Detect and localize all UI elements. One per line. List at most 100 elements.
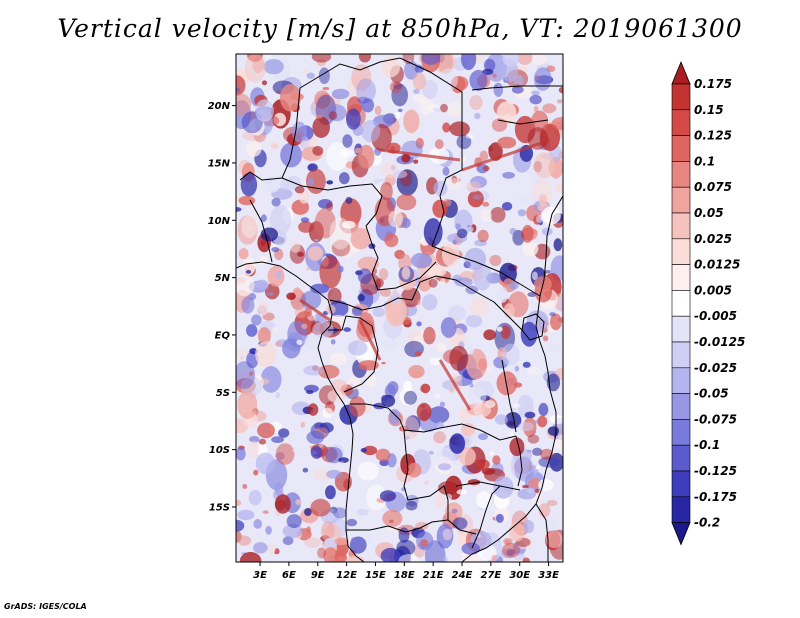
field-blob — [330, 352, 347, 365]
field-blob — [531, 90, 541, 96]
field-blob — [269, 544, 276, 553]
field-blob — [442, 166, 450, 176]
field-blob — [357, 461, 379, 481]
field-blob — [337, 265, 344, 273]
colorbar-label: -0.175 — [694, 490, 737, 504]
field-blob — [538, 479, 554, 491]
border-16 — [455, 481, 521, 491]
colorbar-bottom-arrow — [671, 522, 691, 546]
field-blob — [306, 526, 311, 533]
field-blob — [501, 343, 520, 366]
border-11 — [350, 403, 517, 441]
colorbar-label: 0.05 — [694, 206, 724, 220]
field-blob — [326, 469, 342, 479]
field-blob — [456, 178, 462, 183]
field-blob — [533, 67, 552, 91]
field-blob — [558, 86, 563, 94]
field-blob — [269, 205, 292, 236]
axis-ticks: 20N 15N 10N 5N EQ 5S 10S 15S 3E 6E 9E 12E 15E 18E 21E 2… — [208, 101, 559, 581]
field-blob — [488, 162, 494, 167]
colorbar-segment — [671, 315, 691, 343]
field-blob — [527, 127, 549, 150]
field-blob — [490, 207, 506, 223]
field-blob — [446, 101, 463, 117]
field-blob — [340, 66, 347, 70]
field-blob — [441, 242, 460, 267]
field-blob — [413, 159, 419, 164]
colorbar-label: -0.1 — [694, 438, 720, 452]
field-blob — [538, 402, 549, 417]
field-blob — [274, 494, 291, 514]
field-blob — [330, 339, 336, 345]
field-blob — [514, 365, 520, 372]
field-streak — [461, 138, 551, 172]
field-blob — [242, 257, 256, 276]
field-blob — [502, 171, 515, 179]
field-blob — [403, 390, 417, 405]
field-blob — [236, 361, 255, 390]
lat-tick-label: 10N — [208, 216, 231, 227]
field-blob — [343, 327, 352, 332]
field-blob — [381, 395, 388, 402]
colorbar-label: 0.0125 — [694, 258, 740, 272]
field-blob — [469, 95, 483, 110]
field-blob — [380, 56, 401, 78]
field-blob — [414, 65, 425, 73]
field-blob — [389, 81, 402, 94]
colorbar-label: -0.125 — [694, 464, 737, 478]
field-blob — [434, 493, 446, 509]
field-blob — [278, 428, 290, 438]
field-blob — [436, 342, 447, 352]
colorbar-segment — [671, 470, 691, 498]
field-blob — [467, 190, 484, 208]
field-blob — [312, 145, 324, 156]
field-blob — [307, 403, 319, 416]
field-blob — [423, 218, 443, 247]
field-blob — [366, 484, 387, 511]
field-blob — [265, 54, 273, 59]
field-blob — [509, 280, 519, 290]
field-blob — [314, 208, 336, 239]
field-blob — [387, 526, 394, 532]
field-blob — [306, 390, 314, 395]
field-blob — [358, 54, 371, 63]
lon-tick-label: 9E — [311, 570, 325, 581]
field-blob — [294, 186, 305, 194]
field-blob — [520, 321, 538, 347]
field-blob — [465, 348, 487, 380]
field-blob — [322, 86, 330, 91]
field-blob — [521, 224, 534, 243]
field-blob — [303, 365, 324, 376]
field-blob — [522, 557, 530, 562]
field-blob — [236, 75, 246, 96]
field-blob — [489, 451, 495, 456]
field-blob — [442, 528, 453, 541]
colorbar-top-arrow — [671, 60, 691, 85]
field-blob — [291, 121, 307, 143]
field-blob — [526, 366, 542, 376]
field-blob — [438, 68, 459, 91]
field-blob — [239, 552, 262, 562]
field-blob — [279, 84, 301, 112]
field-blob — [384, 294, 407, 327]
field-blob — [414, 351, 422, 357]
field-blob — [392, 170, 408, 179]
field-blob — [257, 327, 271, 345]
field-blob — [236, 93, 252, 115]
field-blob — [503, 303, 515, 318]
field-blob — [343, 478, 351, 490]
field-blob — [488, 145, 493, 152]
field-blob — [264, 283, 280, 300]
field-blob — [257, 422, 275, 439]
field-blob — [456, 489, 468, 495]
colorbar-segment — [671, 419, 691, 446]
field-blob — [472, 194, 483, 200]
field-blob — [391, 83, 409, 107]
field-blob — [433, 431, 446, 444]
field-blob — [346, 555, 365, 562]
field-blob — [417, 299, 422, 306]
colorbar-label: 0.1 — [694, 154, 715, 168]
field-blob — [421, 54, 441, 65]
field-blob — [417, 277, 432, 292]
field-blob — [313, 468, 332, 481]
